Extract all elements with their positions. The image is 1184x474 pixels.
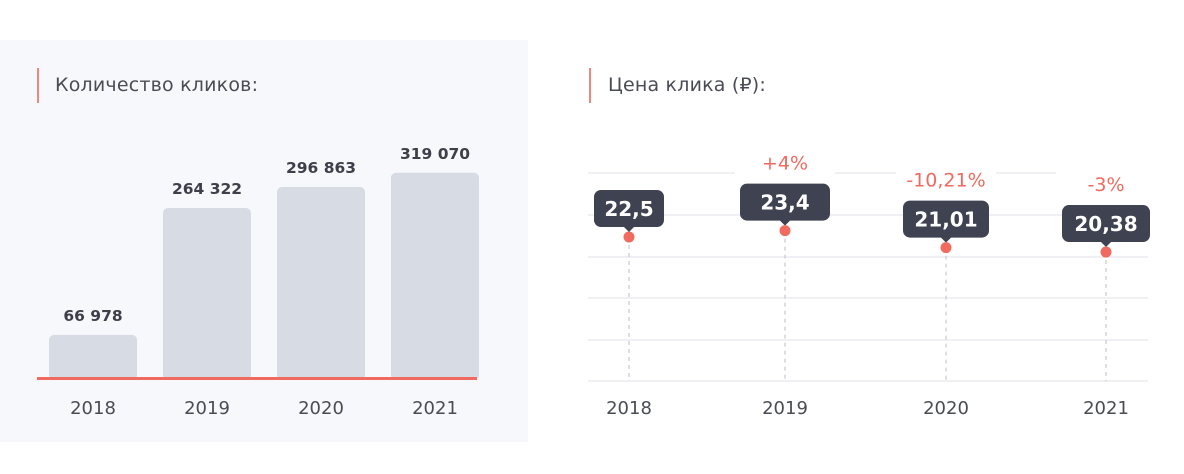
data-point-2020 [940,242,952,254]
change-label: -10,21% [906,170,985,192]
value-label-box [594,190,664,227]
baseline [37,377,477,380]
data-point-2018 [623,231,635,243]
bar-2020 [277,187,365,380]
label-pointer [940,236,952,243]
bar-value-label: 264 322 [172,180,242,198]
x-tick-label: 2020 [298,398,344,419]
x-tick-label: 2019 [762,398,808,419]
point-value-label: 23,4 [760,191,809,215]
point-value-label: 22,5 [604,197,653,221]
title-accent-bar [37,68,39,103]
bar-2019 [163,207,251,380]
change-label: +4% [762,153,808,175]
x-tick-label: 2018 [606,398,652,419]
label-pointer [623,226,635,232]
change-label-bg [896,166,996,193]
label-pointer [779,219,791,226]
x-tick-label: 2019 [184,398,230,419]
x-tick-label: 2021 [1083,398,1129,419]
bar-value-label: 296 863 [286,159,356,177]
label-pointer [1100,241,1112,248]
data-point-2019 [779,225,791,237]
value-label-box [740,183,830,221]
value-label-box [903,200,989,238]
change-label-bg [1056,171,1156,198]
bar-2021 [391,172,479,380]
data-point-2021 [1100,246,1112,258]
x-tick-label: 2020 [923,398,969,419]
cpc-chart-title: Цена клика (₽): [608,74,766,96]
bar-value-label: 319 070 [400,145,470,163]
title-accent-bar [589,68,591,103]
bar-value-label: 66 978 [63,307,122,325]
x-tick-label: 2018 [70,398,116,419]
value-label-box [1062,205,1150,243]
x-tick-label: 2021 [412,398,458,419]
point-value-label: 20,38 [1074,212,1137,236]
change-label-bg [735,149,835,176]
clicks-chart-title: Количество кликов: [55,74,259,96]
bar-2018 [49,334,137,380]
change-label: -3% [1088,174,1125,196]
point-value-label: 21,01 [914,208,977,232]
